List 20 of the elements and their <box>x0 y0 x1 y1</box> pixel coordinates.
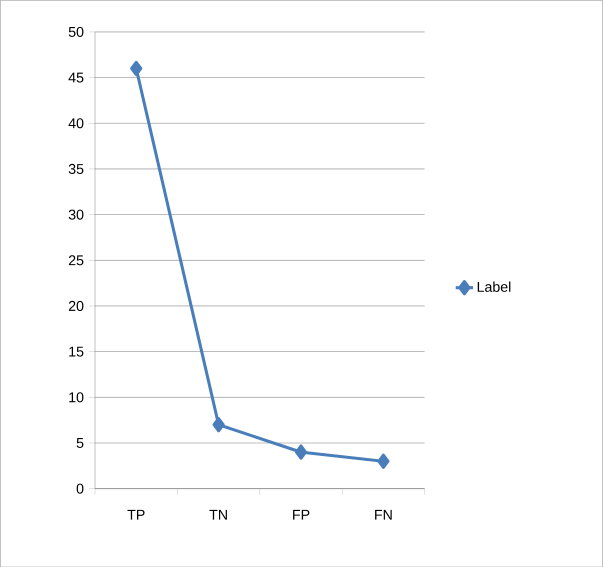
y-tick-label: 35 <box>68 164 84 174</box>
y-tick-label: 20 <box>68 300 84 311</box>
x-tick-label: TP <box>127 510 145 520</box>
y-tick-label: 40 <box>68 118 84 128</box>
y-tick-label: 45 <box>68 72 84 82</box>
x-tick-label: FP <box>293 510 310 520</box>
legend-label: Label <box>478 281 510 292</box>
y-tick-label: 50 <box>68 26 84 37</box>
point <box>377 453 390 469</box>
y-tick-label: 30 <box>68 209 84 220</box>
x-tick-label: TN <box>209 510 227 520</box>
y-tick-label: 10 <box>69 392 84 402</box>
y-tick-label: 25 <box>68 255 84 266</box>
x-tick-label: FN <box>375 510 392 520</box>
point <box>294 444 308 460</box>
point <box>130 60 142 76</box>
point <box>212 416 225 432</box>
y-tick-label: 0 <box>76 483 84 494</box>
y-tick-label: 15 <box>69 346 84 356</box>
y-tick-label: 5 <box>76 438 84 448</box>
